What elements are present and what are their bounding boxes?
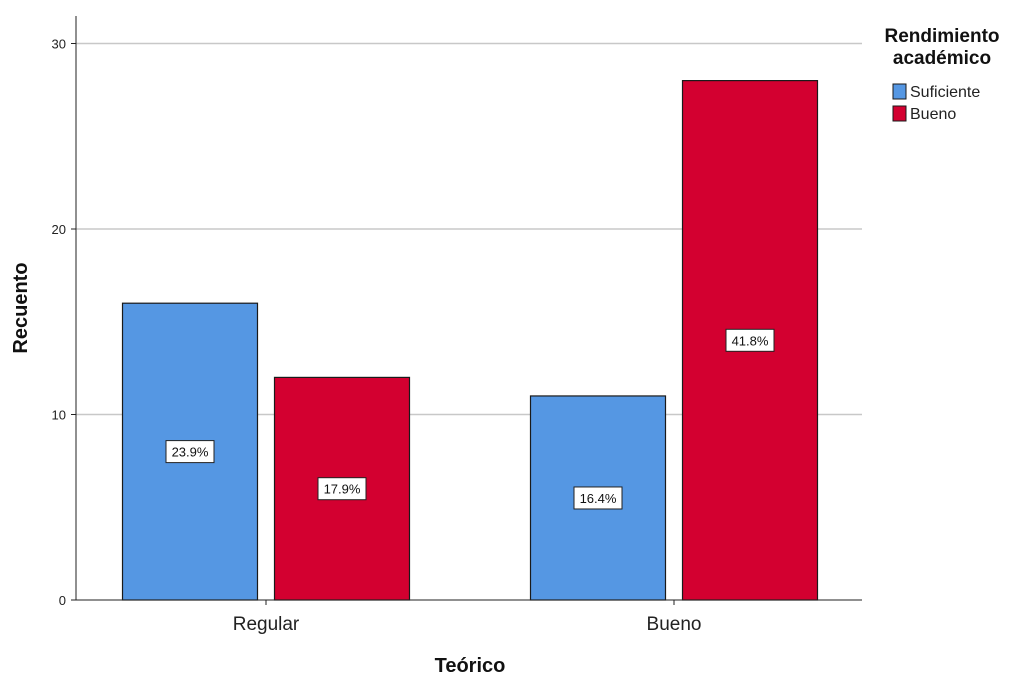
legend: Rendimiento académico Suficiente Bueno (884, 26, 999, 123)
legend-title-line-2: académico (893, 48, 991, 69)
x-tick-label-bueno: Bueno (647, 614, 702, 635)
legend-item-suficiente: Suficiente (892, 83, 980, 101)
bars (121, 79, 819, 601)
data-label-text: 17.9% (324, 482, 361, 497)
data-label-box (725, 328, 775, 352)
data-labels: 23.9% 16.4% 17.9% 41.8% (165, 328, 775, 510)
data-label-text: 41.8% (732, 333, 769, 348)
legend-items: Suficiente Bueno (892, 83, 980, 123)
data-label-suficiente-regular: 23.9% (165, 440, 215, 464)
data-label-suficiente-bueno: 16.4% (573, 486, 623, 510)
data-label-box (573, 486, 623, 510)
legend-label: Suficiente (910, 84, 980, 101)
y-axis-title: Recuento (10, 262, 32, 353)
x-tick-labels: Regular Bueno (233, 600, 702, 635)
y-tick-label: 10 (52, 408, 66, 423)
legend-label: Bueno (910, 106, 956, 123)
legend-title-line-1: Rendimiento (884, 26, 999, 47)
data-label-text: 23.9% (172, 445, 209, 460)
data-label-box (165, 440, 215, 464)
axes (75, 16, 862, 601)
y-tick-label: 20 (52, 222, 66, 237)
y-tick-label: 0 (59, 593, 66, 608)
x-tick-label-regular: Regular (233, 614, 300, 635)
data-label-bueno-bueno: 41.8% (725, 328, 775, 352)
legend-swatch (892, 83, 907, 100)
legend-swatch (892, 105, 907, 122)
y-tick-labels: 0 10 20 30 (52, 37, 76, 608)
legend-item-bueno: Bueno (892, 105, 956, 123)
y-tick-label: 30 (52, 37, 66, 52)
x-axis-title: Teórico (435, 655, 506, 675)
data-label-text: 16.4% (580, 491, 617, 506)
data-label-box (317, 477, 367, 501)
data-label-bueno-regular: 17.9% (317, 477, 367, 501)
